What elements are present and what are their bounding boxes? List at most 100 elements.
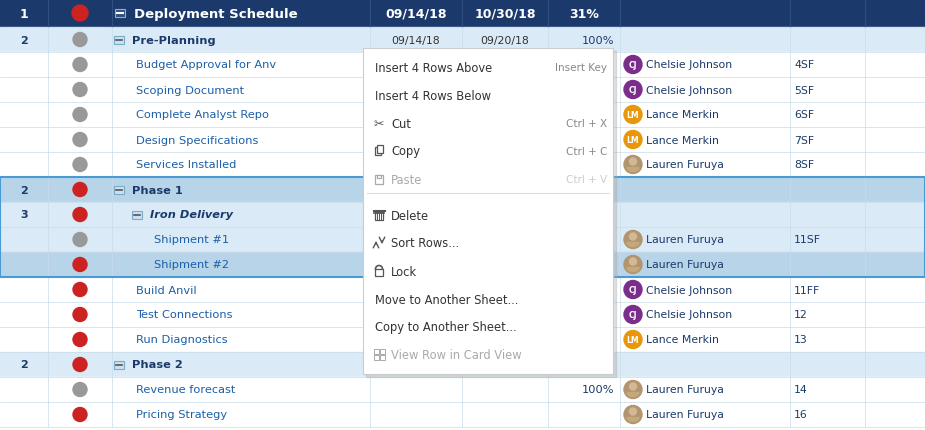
Bar xyxy=(115,10,125,18)
Text: 16: 16 xyxy=(794,409,808,420)
Bar xyxy=(0,53,925,78)
Bar xyxy=(114,37,124,44)
Text: 2: 2 xyxy=(20,185,28,195)
Text: CJ: CJ xyxy=(629,286,637,294)
Text: LM: LM xyxy=(627,136,639,144)
Text: 09/20/18: 09/20/18 xyxy=(481,35,529,46)
Bar xyxy=(0,227,925,252)
Text: Ctrl + X: Ctrl + X xyxy=(566,119,607,129)
Circle shape xyxy=(73,308,87,322)
Bar xyxy=(0,277,925,302)
Text: Run Diagnostics: Run Diagnostics xyxy=(136,335,228,345)
Text: 100%: 100% xyxy=(582,135,614,145)
Text: 11FF: 11FF xyxy=(794,285,820,295)
Text: 10%: 10% xyxy=(588,335,614,345)
Bar xyxy=(132,211,142,219)
Text: 100%: 100% xyxy=(582,235,614,245)
Circle shape xyxy=(73,208,87,222)
Text: Chelsie Johnson: Chelsie Johnson xyxy=(646,85,732,95)
Text: 4SF: 4SF xyxy=(794,60,814,71)
Circle shape xyxy=(624,331,642,349)
Circle shape xyxy=(73,358,87,372)
Text: Ctrl + C: Ctrl + C xyxy=(565,147,607,157)
Circle shape xyxy=(73,58,87,72)
Text: LM: LM xyxy=(627,111,639,120)
Text: Lance Merkin: Lance Merkin xyxy=(646,335,719,345)
Bar xyxy=(375,212,383,221)
Text: Lauren Furuya: Lauren Furuya xyxy=(646,384,724,395)
Text: 09/14/18: 09/14/18 xyxy=(385,7,447,21)
Text: Copy to Another Sheet...: Copy to Another Sheet... xyxy=(375,321,517,334)
Circle shape xyxy=(73,333,87,347)
Bar xyxy=(114,361,124,369)
Text: Ctrl + V: Ctrl + V xyxy=(566,175,607,184)
Bar xyxy=(0,153,925,178)
Text: Chelsie Johnson: Chelsie Johnson xyxy=(646,310,732,320)
Text: Deployment Schedule: Deployment Schedule xyxy=(134,7,298,21)
Circle shape xyxy=(73,283,87,297)
Bar xyxy=(377,175,381,178)
Text: Complete Analyst Repo: Complete Analyst Repo xyxy=(136,110,269,120)
Text: Budget Approval for Anv: Budget Approval for Anv xyxy=(136,60,277,71)
Text: 12: 12 xyxy=(794,310,808,320)
Text: Services Installed: Services Installed xyxy=(136,160,237,170)
Text: 30%: 30% xyxy=(588,285,614,295)
Polygon shape xyxy=(627,418,639,421)
Circle shape xyxy=(630,159,636,166)
Circle shape xyxy=(73,158,87,172)
Bar xyxy=(0,302,925,327)
Circle shape xyxy=(624,56,642,74)
Bar xyxy=(0,402,925,427)
Circle shape xyxy=(73,258,87,272)
Bar xyxy=(375,175,383,184)
Text: Shipment #1: Shipment #1 xyxy=(154,235,229,245)
Circle shape xyxy=(624,306,642,324)
Text: 14: 14 xyxy=(794,384,808,395)
Text: Lauren Furuya: Lauren Furuya xyxy=(646,260,724,270)
Circle shape xyxy=(73,83,87,97)
Bar xyxy=(0,377,925,402)
Polygon shape xyxy=(627,393,639,396)
Text: Sort Rows...: Sort Rows... xyxy=(391,237,459,250)
Polygon shape xyxy=(627,243,639,247)
Text: Chelsie Johnson: Chelsie Johnson xyxy=(646,60,732,71)
Text: CJ: CJ xyxy=(629,61,637,70)
Text: 10%: 10% xyxy=(586,359,614,370)
Text: 50%: 50% xyxy=(588,260,614,270)
Text: 53%: 53% xyxy=(586,185,614,195)
Text: Chelsie Johnson: Chelsie Johnson xyxy=(646,285,732,295)
Text: Lance Merkin: Lance Merkin xyxy=(646,110,719,120)
Text: ✂: ✂ xyxy=(374,117,384,130)
Text: 10/30/18: 10/30/18 xyxy=(475,7,536,21)
Text: Cut: Cut xyxy=(391,117,411,130)
Text: 2: 2 xyxy=(20,35,28,46)
Bar xyxy=(0,0,925,28)
Text: 100%: 100% xyxy=(582,35,614,46)
Text: Design Specifications: Design Specifications xyxy=(136,135,258,145)
Circle shape xyxy=(73,233,87,247)
Text: 100%: 100% xyxy=(582,60,614,71)
Text: Copy: Copy xyxy=(391,145,420,158)
Text: Phase 2: Phase 2 xyxy=(132,359,183,370)
Polygon shape xyxy=(627,268,639,272)
Text: 5SF: 5SF xyxy=(794,85,814,95)
Text: 30%: 30% xyxy=(588,310,614,320)
Text: 100%: 100% xyxy=(582,160,614,170)
Text: CJ: CJ xyxy=(629,86,637,95)
Bar xyxy=(114,186,124,194)
Circle shape xyxy=(624,231,642,249)
Bar xyxy=(0,78,925,103)
Text: Shipment #2: Shipment #2 xyxy=(154,260,229,270)
Circle shape xyxy=(73,183,87,197)
Text: 13: 13 xyxy=(794,335,808,345)
Circle shape xyxy=(624,405,642,424)
Bar xyxy=(374,355,379,360)
Bar xyxy=(363,49,613,374)
Bar xyxy=(380,355,385,360)
Bar xyxy=(0,203,925,227)
Text: Build Anvil: Build Anvil xyxy=(136,285,197,295)
Text: 100%: 100% xyxy=(582,110,614,120)
Text: 2: 2 xyxy=(20,359,28,370)
Circle shape xyxy=(624,281,642,299)
Text: Lance Merkin: Lance Merkin xyxy=(646,135,719,145)
